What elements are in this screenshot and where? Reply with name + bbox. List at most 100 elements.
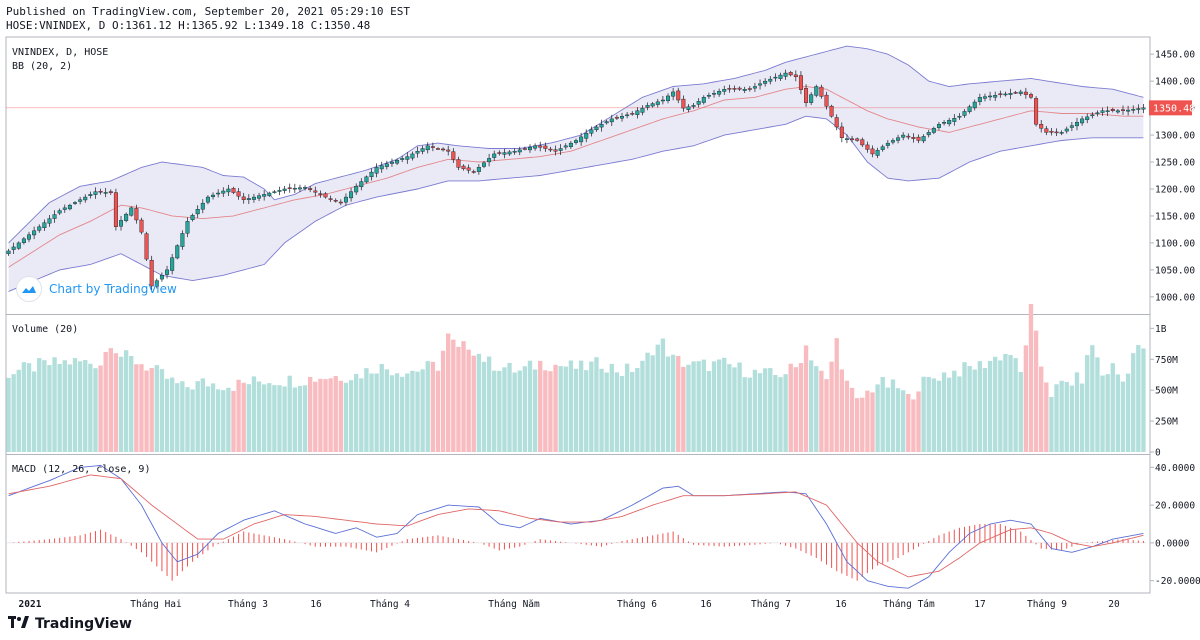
- volume-bar: [527, 360, 533, 452]
- candle: [1131, 105, 1136, 114]
- candle-body: [901, 134, 906, 138]
- volume-bar: [573, 368, 579, 452]
- candle: [809, 92, 814, 106]
- volume-bar: [665, 356, 671, 452]
- volume-bar: [635, 367, 640, 452]
- candle: [1121, 105, 1125, 115]
- candle: [988, 91, 993, 101]
- candle-body: [1064, 128, 1069, 132]
- volume-bar: [829, 361, 834, 452]
- volume-bar: [384, 369, 390, 452]
- volume-bar: [502, 367, 507, 452]
- volume-bar: [154, 365, 159, 452]
- watermark[interactable]: Chart by TradingView: [16, 276, 177, 302]
- time-axis[interactable]: 2021 Tháng Hai Tháng 3 16 Tháng 4 Tháng Năm Th…: [19, 599, 1120, 610]
- candle: [425, 142, 430, 154]
- candle: [737, 86, 742, 91]
- candle-body: [788, 72, 793, 76]
- macd-pane[interactable]: [6, 464, 1146, 589]
- volume-bar: [185, 387, 190, 452]
- volume-bar: [1003, 353, 1008, 452]
- tradingview-footer-logo[interactable]: TradingView: [8, 616, 132, 632]
- candle-body: [1034, 98, 1039, 125]
- volume-tick-label: 500M: [1155, 386, 1178, 397]
- volume-bar: [1115, 374, 1121, 452]
- candle-body: [676, 90, 681, 101]
- candle: [1018, 89, 1023, 96]
- candle-body: [712, 93, 717, 95]
- price-axis[interactable]: 1000.00 1050.00 1100.00 1150.00 1200.00 1250.…: [1150, 50, 1200, 587]
- candle-body: [37, 226, 42, 231]
- candle: [824, 91, 829, 110]
- volume-bar: [696, 361, 701, 452]
- candle-body: [497, 152, 502, 154]
- candle-body: [379, 165, 384, 170]
- volume-pane[interactable]: [6, 304, 1146, 452]
- volume-bar: [522, 366, 528, 452]
- candle-body: [1018, 91, 1023, 94]
- candle: [113, 188, 118, 231]
- volume-bar: [440, 350, 446, 452]
- volume-bar: [415, 371, 420, 452]
- volume-bar: [1054, 384, 1059, 452]
- candle-body: [533, 145, 538, 149]
- candle-body: [420, 148, 425, 152]
- candle: [947, 117, 952, 127]
- candle-body: [911, 137, 916, 139]
- time-axis-label: Tháng 7: [751, 599, 791, 610]
- volume-bar: [640, 360, 645, 452]
- volume-bar: [645, 352, 650, 452]
- candle-body: [701, 97, 706, 103]
- candle: [635, 107, 640, 119]
- volume-bar: [282, 386, 287, 452]
- candle: [614, 114, 619, 121]
- volume-bar: [272, 385, 277, 452]
- volume-bar: [849, 387, 855, 452]
- candle: [318, 190, 323, 198]
- volume-bar: [742, 377, 747, 452]
- macd-tick-label: 20.0000: [1155, 501, 1195, 512]
- price-tick-label: 1150.00: [1155, 211, 1195, 222]
- volume-bar: [1074, 372, 1080, 452]
- candle-body: [47, 218, 52, 224]
- candle-body: [614, 117, 619, 119]
- candle-body: [149, 259, 154, 287]
- candle: [257, 192, 262, 202]
- candle-body: [548, 148, 553, 151]
- candle-body: [216, 192, 221, 195]
- price-pane[interactable]: [6, 45, 1146, 292]
- candle-body: [1121, 109, 1125, 111]
- candle: [180, 230, 185, 250]
- volume-bar: [31, 371, 37, 452]
- volume-bar: [947, 377, 952, 452]
- candle-body: [686, 106, 691, 110]
- candle: [359, 178, 364, 191]
- volume-bar: [6, 377, 11, 452]
- candle: [144, 231, 149, 262]
- candle-body: [165, 269, 170, 275]
- candle-body: [574, 140, 578, 143]
- candle: [1085, 113, 1090, 124]
- candle: [942, 120, 947, 126]
- volume-bar: [778, 377, 783, 452]
- volume-bar: [553, 364, 558, 452]
- candle: [292, 183, 297, 194]
- volume-bar: [1064, 382, 1069, 452]
- volume-bar: [752, 369, 758, 452]
- volume-bar: [798, 363, 804, 452]
- candle: [630, 111, 635, 116]
- candle-body: [809, 94, 814, 103]
- candle-body: [226, 188, 231, 193]
- candle: [297, 184, 302, 193]
- volume-bar: [906, 393, 911, 452]
- volume-bar: [354, 373, 359, 452]
- volume-bar: [348, 380, 354, 452]
- volume-bar: [788, 363, 793, 452]
- candle: [430, 142, 435, 152]
- candle: [1074, 117, 1079, 131]
- volume-bar: [768, 368, 773, 452]
- candle: [282, 185, 287, 194]
- candle: [977, 93, 982, 106]
- candle: [778, 72, 783, 81]
